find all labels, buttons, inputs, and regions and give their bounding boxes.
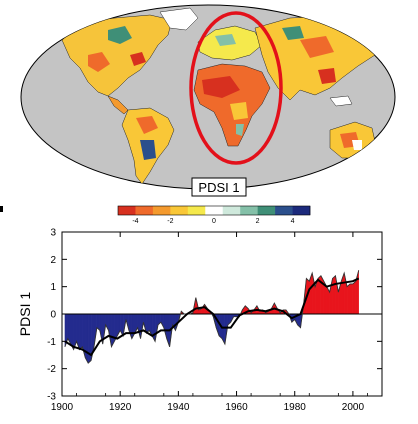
map-title: PDSI 1 — [198, 180, 239, 195]
southeast-asia-islands — [329, 95, 353, 107]
north-america-dry-patch-2 — [130, 52, 146, 66]
colorbar-swatch — [205, 206, 224, 215]
colorbar-tick-label: 2 — [256, 218, 260, 225]
europe-wet-patch — [215, 34, 236, 46]
australia-wet-patch — [352, 140, 362, 150]
colorbar-tick-label: -4 — [132, 218, 138, 225]
y-axis-label: PDSI 1 — [17, 292, 33, 337]
negative-area-segment — [163, 313, 167, 339]
colorbar-swatch — [118, 206, 136, 215]
central-america-landmass — [107, 95, 129, 115]
colorbar: -4 -2 0 2 4 — [117, 205, 311, 225]
positive-area-segment — [352, 280, 357, 315]
north-america-landmass — [61, 14, 173, 97]
x-tick-label: 1900 — [51, 402, 74, 413]
x-axis: 1900 1920 1940 1960 1980 2000 — [51, 232, 368, 413]
asia-wet-patch — [282, 26, 304, 40]
asia-dry-patch — [300, 36, 334, 58]
colorbar-swatch — [222, 206, 241, 215]
south-america-dry-patch — [136, 116, 158, 134]
colorbar-swatch — [240, 206, 258, 215]
positive-area-segment — [346, 283, 351, 315]
africa-wet-patch — [236, 124, 244, 136]
colorbar-swatch — [292, 206, 311, 215]
y-axis: -3 -2 -1 0 1 2 3 — [47, 228, 382, 403]
x-tick-label: 2000 — [342, 402, 365, 413]
y-tick-label: 1 — [50, 282, 56, 293]
x-tick-label: 1920 — [109, 402, 132, 413]
colorbar-swatch — [152, 206, 171, 215]
map-edge-marker — [0, 206, 3, 212]
y-tick-label: 0 — [50, 310, 56, 321]
positive-area-segment — [332, 275, 336, 315]
greenland-landmass — [159, 7, 199, 31]
asia-severe-dry-patch — [318, 68, 336, 84]
negative-area-segment — [137, 313, 141, 339]
colorbar-tick-label: -2 — [167, 218, 173, 225]
colorbar-frame — [117, 205, 311, 216]
colorbar-tick-label: 4 — [291, 218, 295, 225]
y-tick-label: -3 — [47, 392, 56, 403]
north-america-dry-patch — [88, 52, 110, 72]
y-tick-label: 2 — [50, 255, 56, 266]
map-title-box: PDSI 1 — [191, 177, 247, 197]
y-tick-label: -1 — [47, 337, 56, 348]
colorbar-swatch — [275, 206, 293, 215]
positive-area-segment — [349, 283, 354, 315]
x-tick-label: 1980 — [284, 402, 307, 413]
africa-highlight-ring — [189, 11, 283, 165]
negative-area-segment — [79, 313, 83, 350]
negative-area-segment — [85, 313, 89, 364]
x-tick-label: 1940 — [167, 402, 190, 413]
colorbar-swatch — [170, 206, 189, 215]
africa-mid-patch — [230, 102, 248, 120]
y-tick-label: 3 — [50, 228, 56, 239]
north-america-wet-patch — [108, 26, 132, 44]
south-america-wet-patch — [140, 140, 156, 160]
colorbar-swatch — [187, 206, 206, 215]
series-line-smoothed — [64, 277, 360, 357]
pdsi-time-series-chart: 1900 1920 1940 1960 1980 2000 -3 -2 -1 0 1 2 3 PDSI… — [17, 228, 383, 413]
y-tick-label: -2 — [47, 364, 56, 375]
colorbar-swatch — [257, 206, 276, 215]
africa-severe-dry-patch — [202, 76, 240, 98]
colorbar-swatch — [135, 206, 154, 215]
colorbar-tick-label: 0 — [212, 218, 216, 225]
x-tick-label: 1960 — [225, 402, 248, 413]
